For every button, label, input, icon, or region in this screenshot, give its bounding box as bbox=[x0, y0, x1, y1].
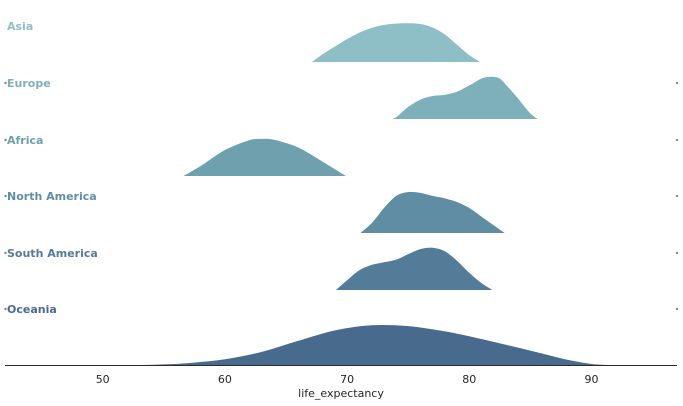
ridge-area-north-america bbox=[359, 191, 506, 233]
ridge-marker-right-africa bbox=[675, 138, 679, 142]
x-tick-label: 60 bbox=[218, 373, 232, 386]
ridge-area-asia bbox=[310, 22, 482, 62]
ridge-outline-south-america bbox=[334, 246, 495, 291]
ridge-label-south-america: South America bbox=[7, 247, 98, 260]
x-axis-ticks: 50 60 70 80 90 bbox=[96, 373, 599, 386]
x-tick-label: 50 bbox=[96, 373, 110, 386]
ridge-outline-oceania bbox=[96, 323, 641, 366]
ridge-area-europe bbox=[389, 76, 539, 119]
ridge-marker-left-north-america bbox=[4, 194, 7, 198]
x-axis-label: life_expectancy bbox=[298, 387, 384, 400]
ridge-label-asia: Asia bbox=[7, 20, 33, 33]
ridge-area-africa bbox=[182, 138, 348, 176]
x-tick-label: 90 bbox=[585, 373, 599, 386]
x-tick-label: 70 bbox=[340, 373, 354, 386]
ridge-marker-right-oceania bbox=[675, 307, 679, 311]
ridge-marker-left-south-america bbox=[4, 251, 7, 255]
ridge-outline-europe bbox=[389, 75, 540, 120]
ridge-label-oceania: Oceania bbox=[7, 303, 57, 316]
ridge-outline-africa bbox=[181, 137, 348, 177]
ridge-area-south-america bbox=[334, 246, 494, 290]
ridge-label-europe: Europe bbox=[7, 77, 51, 90]
ridge-label-africa: Africa bbox=[7, 134, 43, 147]
ridge-marker-left-africa bbox=[4, 138, 7, 142]
ridge-label-north-america: North America bbox=[7, 190, 97, 203]
ridge-outline-asia bbox=[310, 21, 482, 63]
ridge-marker-left-oceania bbox=[4, 307, 7, 311]
x-tick-label: 80 bbox=[462, 373, 476, 386]
ridge-marker-right-south-america bbox=[675, 251, 679, 255]
ridges-group: Asia Europe Africa North America South Ameri… bbox=[4, 20, 679, 366]
ridge-marker-right-europe bbox=[675, 81, 679, 85]
ridge-area-oceania bbox=[96, 324, 641, 365]
ridge-outline-north-america bbox=[358, 190, 507, 234]
ridge-marker-left-europe bbox=[4, 81, 7, 85]
ridge-marker-right-north-america bbox=[675, 194, 679, 198]
